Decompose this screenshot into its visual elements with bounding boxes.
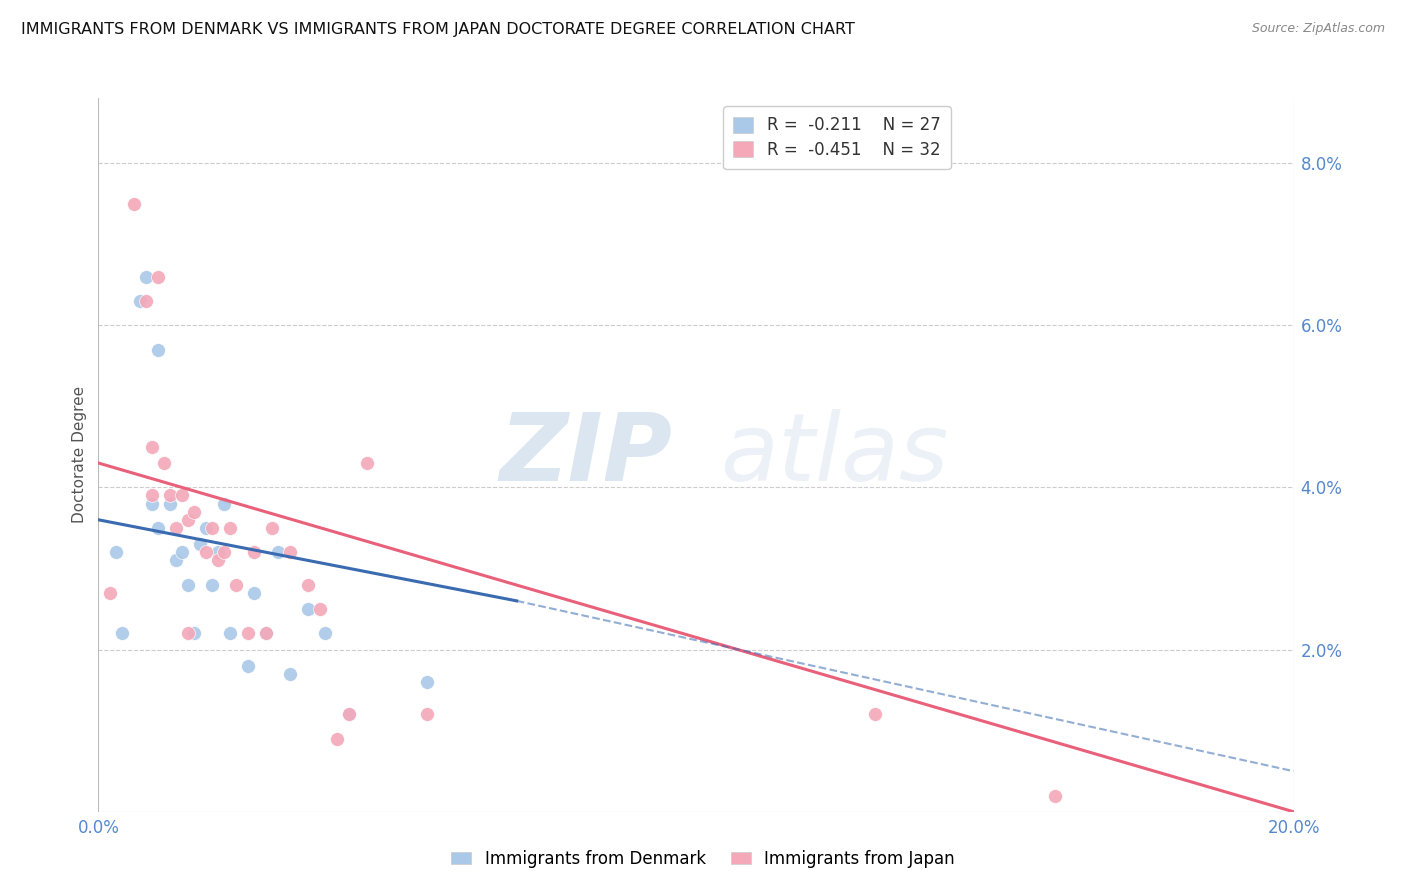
Point [183, 505, 205, 519]
Point [212, 497, 235, 511]
Point [129, 293, 152, 308]
Point [148, 343, 170, 357]
Point [254, 626, 277, 640]
Point [100, 586, 122, 600]
Point [278, 545, 301, 559]
Point [105, 545, 128, 559]
Point [159, 497, 181, 511]
Point [201, 577, 224, 591]
Point [207, 545, 229, 559]
Point [212, 545, 235, 559]
Point [183, 626, 205, 640]
Point [177, 577, 200, 591]
Point [267, 545, 290, 559]
Point [308, 602, 330, 616]
Point [236, 626, 259, 640]
Point [148, 521, 170, 535]
Point [339, 707, 360, 722]
Point [165, 553, 187, 567]
Point [243, 586, 266, 600]
Point [315, 626, 337, 640]
Point [865, 707, 887, 722]
Point [297, 577, 319, 591]
Point [165, 521, 187, 535]
Point [201, 521, 224, 535]
Point [111, 626, 134, 640]
Point [236, 658, 259, 673]
Point [195, 521, 218, 535]
Point [135, 269, 157, 284]
Point [153, 456, 176, 470]
Point [278, 666, 301, 681]
Point [159, 488, 181, 502]
Point [172, 545, 194, 559]
Point [141, 488, 163, 502]
Legend: Immigrants from Denmark, Immigrants from Japan: Immigrants from Denmark, Immigrants from… [444, 844, 962, 875]
Point [207, 553, 229, 567]
Point [141, 497, 163, 511]
Text: IMMIGRANTS FROM DENMARK VS IMMIGRANTS FROM JAPAN DOCTORATE DEGREE CORRELATION CH: IMMIGRANTS FROM DENMARK VS IMMIGRANTS FR… [21, 22, 855, 37]
Point [260, 521, 283, 535]
Point [1043, 789, 1066, 803]
Point [219, 626, 242, 640]
Point [172, 488, 194, 502]
Point [356, 456, 378, 470]
Text: atlas: atlas [720, 409, 948, 500]
Text: ZIP: ZIP [499, 409, 672, 501]
Point [416, 675, 439, 690]
Point [326, 731, 349, 746]
Point [188, 537, 211, 551]
Point [124, 196, 146, 211]
Point [177, 626, 200, 640]
Point [416, 707, 439, 722]
Legend: R =  -0.211    N = 27, R =  -0.451    N = 32: R = -0.211 N = 27, R = -0.451 N = 32 [724, 106, 950, 169]
Y-axis label: Doctorate Degree: Doctorate Degree [72, 386, 87, 524]
Point [135, 293, 157, 308]
Text: Source: ZipAtlas.com: Source: ZipAtlas.com [1251, 22, 1385, 36]
Point [219, 521, 242, 535]
Point [225, 577, 247, 591]
Point [339, 707, 360, 722]
Point [243, 545, 266, 559]
Point [195, 545, 218, 559]
Point [254, 626, 277, 640]
Point [141, 440, 163, 454]
Point [297, 602, 319, 616]
Point [177, 513, 200, 527]
Point [148, 269, 170, 284]
